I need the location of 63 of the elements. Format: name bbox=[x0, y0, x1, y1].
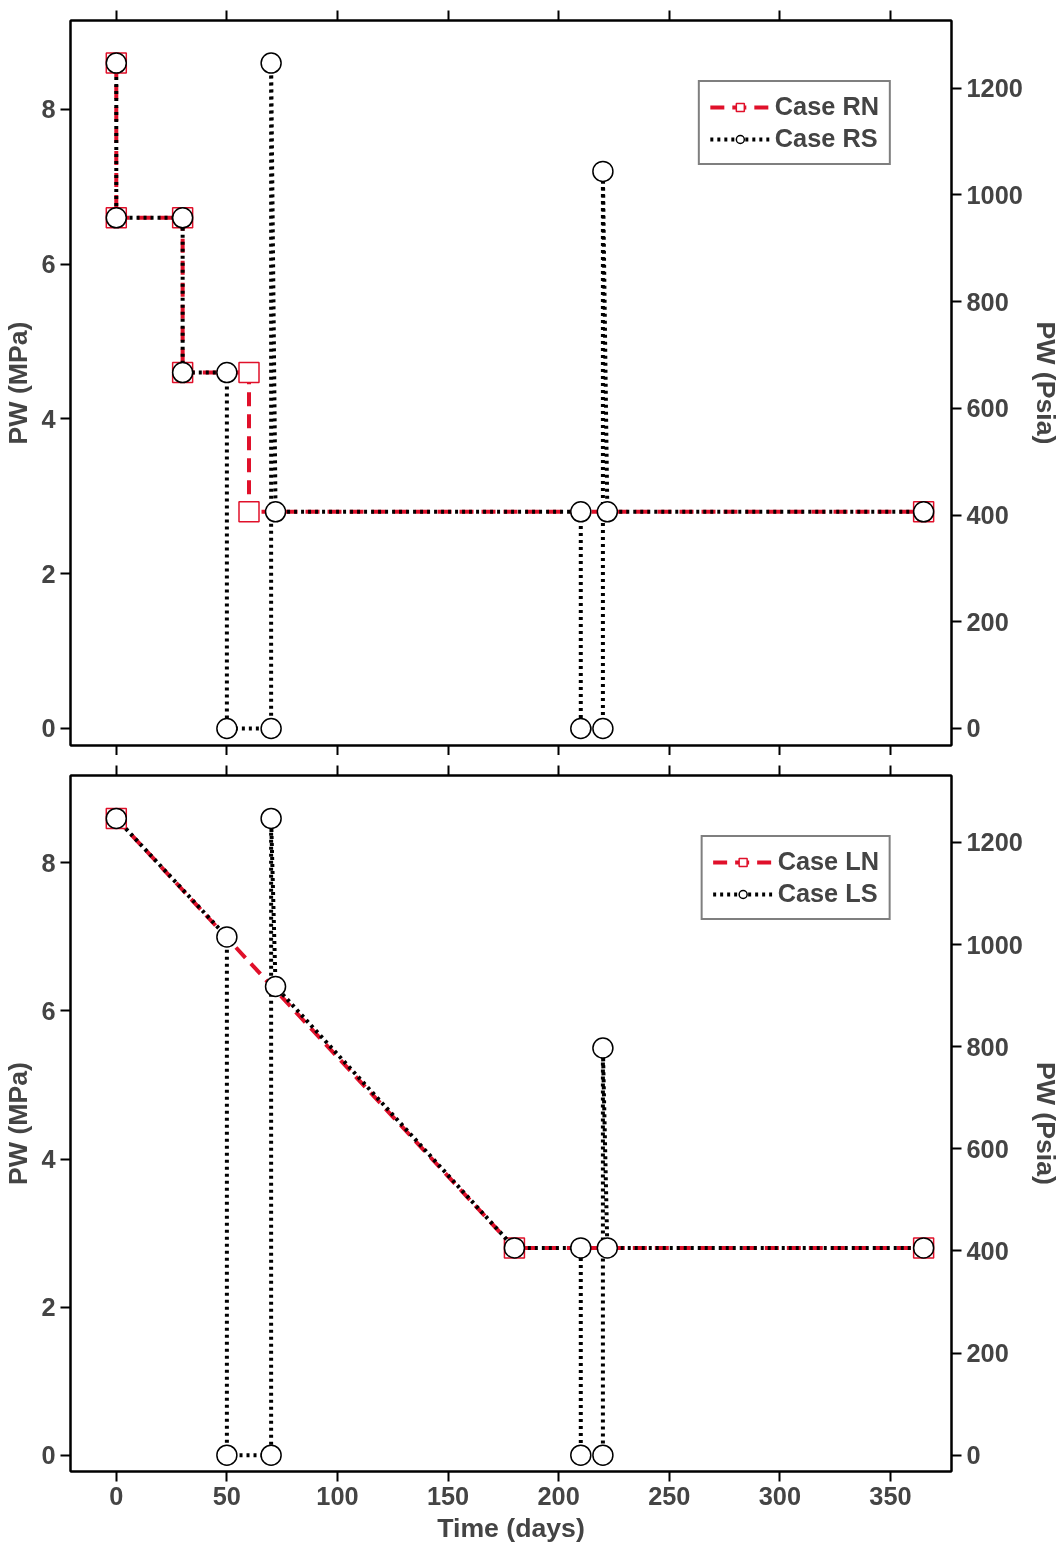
y2-tick-label: 1000 bbox=[966, 930, 1023, 959]
point bbox=[570, 501, 592, 523]
legend-label: Case RS bbox=[774, 124, 878, 153]
y2-tick-label: 800 bbox=[966, 287, 1009, 316]
point bbox=[216, 1444, 238, 1466]
legend-label: Case LS bbox=[777, 879, 878, 908]
x-tick-label: 200 bbox=[537, 1481, 580, 1510]
point bbox=[260, 1444, 282, 1466]
y-tick-label: 8 bbox=[41, 95, 56, 124]
y2-tick-label: 0 bbox=[966, 714, 981, 743]
point bbox=[260, 52, 282, 74]
y-tick-label: 0 bbox=[41, 1441, 56, 1470]
y-axis-title: PW (MPa) bbox=[3, 321, 34, 445]
point bbox=[260, 717, 282, 740]
legend-label: Case RN bbox=[774, 92, 879, 121]
legend-label: Case LN bbox=[777, 847, 879, 876]
y2-axis-title: PW (Psia) bbox=[1030, 321, 1061, 445]
y-tick-label: 2 bbox=[41, 1293, 56, 1322]
x-tick-label: 300 bbox=[758, 1481, 801, 1510]
y2-tick-label: 600 bbox=[966, 394, 1009, 423]
x-axis-title: Time (days) bbox=[437, 1512, 585, 1543]
point bbox=[596, 501, 619, 523]
y-axis-title: PW (MPa) bbox=[3, 1062, 34, 1185]
y-tick-label: 6 bbox=[41, 996, 56, 1025]
x-tick-label: 0 bbox=[109, 1481, 124, 1510]
point bbox=[238, 501, 260, 523]
point bbox=[592, 1037, 614, 1059]
y2-tick-label: 600 bbox=[966, 1134, 1009, 1163]
point bbox=[592, 1444, 614, 1466]
point bbox=[592, 160, 614, 183]
y2-axis-title: PW (Psia) bbox=[1030, 1062, 1061, 1185]
point bbox=[216, 926, 238, 948]
point bbox=[238, 361, 260, 384]
y2-tick-label: 800 bbox=[966, 1032, 1009, 1061]
y-tick-label: 0 bbox=[41, 714, 56, 743]
point bbox=[216, 361, 238, 384]
point bbox=[216, 717, 238, 740]
x-tick-label: 100 bbox=[316, 1481, 359, 1510]
point bbox=[570, 1444, 592, 1466]
y2-tick-label: 0 bbox=[966, 1441, 981, 1470]
y2-tick-label: 200 bbox=[966, 607, 1009, 636]
y2-tick-label: 1200 bbox=[966, 74, 1023, 103]
y2-tick-label: 400 bbox=[966, 1236, 1009, 1265]
x-tick-label: 250 bbox=[648, 1481, 691, 1510]
point bbox=[592, 717, 614, 740]
y2-tick-label: 1000 bbox=[966, 180, 1023, 209]
point bbox=[596, 1237, 619, 1259]
point bbox=[260, 807, 282, 830]
x-tick-label: 150 bbox=[426, 1481, 470, 1510]
point bbox=[264, 975, 287, 998]
y-tick-label: 8 bbox=[41, 848, 56, 877]
y2-tick-label: 1200 bbox=[966, 828, 1023, 857]
y-tick-label: 4 bbox=[41, 404, 56, 433]
point bbox=[264, 501, 287, 523]
x-tick-label: 50 bbox=[212, 1481, 241, 1510]
y2-tick-label: 200 bbox=[966, 1339, 1009, 1368]
point bbox=[570, 717, 592, 740]
y-tick-label: 4 bbox=[41, 1145, 56, 1174]
x-tick-label: 350 bbox=[869, 1481, 912, 1510]
y2-tick-label: 400 bbox=[966, 501, 1009, 530]
y-tick-label: 2 bbox=[41, 559, 56, 588]
y-tick-label: 6 bbox=[41, 250, 56, 279]
point bbox=[570, 1237, 592, 1259]
